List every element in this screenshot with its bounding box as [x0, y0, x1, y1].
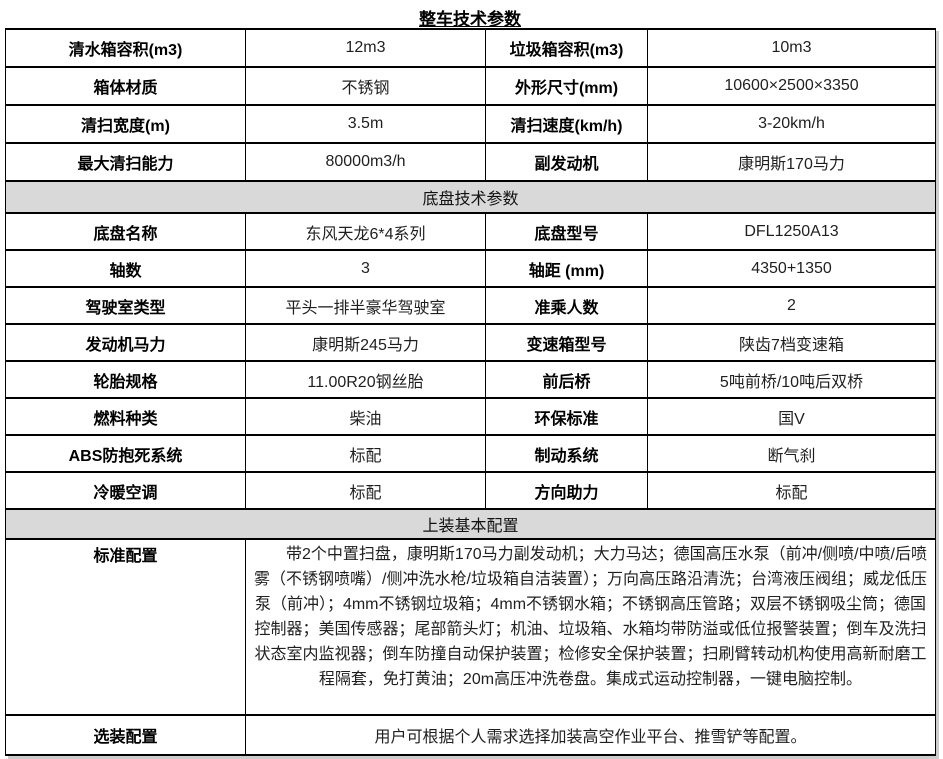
- table-row: 驾驶室类型 平头一排半豪华驾驶室 准乘人数 2: [5, 286, 936, 325]
- spec-table: 清水箱容积(m3) 12m3 垃圾箱容积(m3) 10m3 箱体材质 不锈钢 外…: [5, 28, 936, 756]
- section-header-upfit: 上装基本配置: [5, 508, 936, 540]
- spec-value: 标配: [245, 471, 486, 510]
- spec-label: ABS防抱死系统: [5, 434, 246, 473]
- spec-value: 不锈钢: [245, 66, 486, 106]
- spec-value: 东风天龙6*4系列: [245, 212, 486, 251]
- spec-label: 箱体材质: [5, 66, 246, 106]
- spec-value: 康明斯170马力: [647, 142, 936, 182]
- spec-value: 康明斯245马力: [245, 323, 486, 362]
- config-label-optional: 选装配置: [5, 714, 246, 756]
- table-row: 选装配置 用户可根据个人需求选择加装高空作业平台、推雪铲等配置。: [5, 714, 936, 756]
- spec-label: 副发动机: [485, 142, 648, 182]
- spec-value: 10600×2500×3350: [647, 66, 936, 106]
- table-row: 冷暖空调 标配 方向助力 标配: [5, 471, 936, 510]
- table-row: 底盘名称 东风天龙6*4系列 底盘型号 DFL1250A13: [5, 212, 936, 251]
- spec-label: 最大清扫能力: [5, 142, 246, 182]
- table-row: 清水箱容积(m3) 12m3 垃圾箱容积(m3) 10m3: [5, 28, 936, 68]
- spec-value: 标配: [647, 471, 936, 510]
- spec-label: 清扫速度(km/h): [485, 104, 648, 144]
- config-text-standard: 带2个中置扫盘，康明斯170马力副发动机；大力马达；德国高压水泵（前冲/侧喷/中…: [245, 538, 936, 716]
- spec-value: DFL1250A13: [647, 212, 936, 251]
- table-row: 最大清扫能力 80000m3/h 副发动机 康明斯170马力: [5, 142, 936, 182]
- spec-value: 国V: [647, 397, 936, 436]
- table-row: ABS防抱死系统 标配 制动系统 断气刹: [5, 434, 936, 473]
- table-row: 轮胎规格 11.00R20钢丝胎 前后桥 5吨前桥/10吨后双桥: [5, 360, 936, 399]
- spec-value: 平头一排半豪华驾驶室: [245, 286, 486, 325]
- spec-value: 3-20km/h: [647, 104, 936, 144]
- spec-label: 垃圾箱容积(m3): [485, 28, 648, 68]
- spec-value: 80000m3/h: [245, 142, 486, 182]
- spec-value: 4350+1350: [647, 249, 936, 288]
- spec-label: 燃料种类: [5, 397, 246, 436]
- spec-label: 前后桥: [485, 360, 648, 399]
- table-row: 标准配置 带2个中置扫盘，康明斯170马力副发动机；大力马达；德国高压水泵（前冲…: [5, 538, 936, 716]
- spec-value: 10m3: [647, 28, 936, 68]
- spec-label: 准乘人数: [485, 286, 648, 325]
- spec-value: 陕齿7档变速箱: [647, 323, 936, 362]
- spec-label: 环保标准: [485, 397, 648, 436]
- spec-label: 轴距 (mm): [485, 249, 648, 288]
- table-row: 发动机马力 康明斯245马力 变速箱型号 陕齿7档变速箱: [5, 323, 936, 362]
- spec-label: 发动机马力: [5, 323, 246, 362]
- config-label-standard: 标准配置: [5, 538, 246, 716]
- spec-label: 轮胎规格: [5, 360, 246, 399]
- spec-value: 标配: [245, 434, 486, 473]
- spec-label: 变速箱型号: [485, 323, 648, 362]
- spec-label: 轴数: [5, 249, 246, 288]
- spec-label: 制动系统: [485, 434, 648, 473]
- spec-label: 清扫宽度(m): [5, 104, 246, 144]
- spec-label: 冷暖空调: [5, 471, 246, 510]
- section-header-row: 底盘技术参数: [5, 180, 936, 214]
- spec-value: 11.00R20钢丝胎: [245, 360, 486, 399]
- spec-label: 驾驶室类型: [5, 286, 246, 325]
- spec-value: 2: [647, 286, 936, 325]
- spec-label: 底盘名称: [5, 212, 246, 251]
- spec-value: 3: [245, 249, 486, 288]
- spec-label: 方向助力: [485, 471, 648, 510]
- config-text-optional: 用户可根据个人需求选择加装高空作业平台、推雪铲等配置。: [245, 714, 936, 756]
- table-row: 燃料种类 柴油 环保标准 国V: [5, 397, 936, 436]
- spec-label: 清水箱容积(m3): [5, 28, 246, 68]
- section-header-chassis: 底盘技术参数: [5, 180, 936, 214]
- spec-label: 外形尺寸(mm): [485, 66, 648, 106]
- table-row: 清扫宽度(m) 3.5m 清扫速度(km/h) 3-20km/h: [5, 104, 936, 144]
- spec-value: 柴油: [245, 397, 486, 436]
- spec-value: 5吨前桥/10吨后双桥: [647, 360, 936, 399]
- table-row: 轴数 3 轴距 (mm) 4350+1350: [5, 249, 936, 288]
- page-title: 整车技术参数: [419, 10, 521, 29]
- spec-value: 断气刹: [647, 434, 936, 473]
- section-header-row: 上装基本配置: [5, 508, 936, 540]
- spec-label: 底盘型号: [485, 212, 648, 251]
- table-row: 箱体材质 不锈钢 外形尺寸(mm) 10600×2500×3350: [5, 66, 936, 106]
- spec-value: 12m3: [245, 28, 486, 68]
- spec-value: 3.5m: [245, 104, 486, 144]
